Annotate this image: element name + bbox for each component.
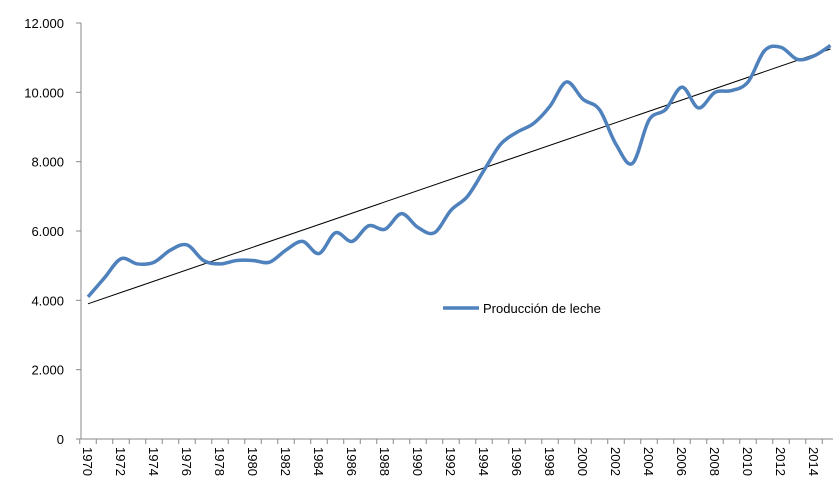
x-tick-label: 2012: [773, 447, 788, 476]
x-tick-label: 1974: [146, 447, 161, 476]
x-tick-label: 2008: [707, 447, 722, 476]
x-tick-label: 2006: [674, 447, 689, 476]
x-tick-label: 1980: [245, 447, 260, 476]
x-tick-label: 1996: [509, 447, 524, 476]
x-tick-label: 1972: [113, 447, 128, 476]
x-tick-label: 2010: [740, 447, 755, 476]
y-tick-label: 6.000: [31, 224, 64, 239]
x-tick-label: 1970: [80, 447, 95, 476]
y-tick-label: 8.000: [31, 155, 64, 170]
trendline: [87, 48, 831, 305]
y-tick-label: 10.000: [24, 85, 64, 100]
x-tick-label: 1990: [410, 447, 425, 476]
x-tick-label: 1982: [278, 447, 293, 476]
x-tick-label: 2014: [806, 447, 821, 476]
x-tick-label: 1978: [212, 447, 227, 476]
legend-label: Producción de leche: [483, 301, 601, 316]
x-tick-label: 1986: [344, 447, 359, 476]
y-tick-label: 2.000: [31, 363, 64, 378]
series-line: [86, 44, 832, 299]
x-tick-label: 2002: [608, 447, 623, 476]
x-tick-label: 1992: [443, 447, 458, 476]
x-tick-label: 2004: [641, 447, 656, 476]
x-tick-label: 1998: [542, 447, 557, 476]
y-tick-label: 12.000: [24, 16, 64, 31]
x-tick-label: 1994: [476, 447, 491, 476]
x-tick-label: 1988: [377, 447, 392, 476]
x-tick-label: 1984: [311, 447, 326, 476]
y-tick-label: 0: [57, 432, 64, 447]
x-tick-label: 1976: [179, 447, 194, 476]
x-tick-label: 2000: [575, 447, 590, 476]
y-tick-label: 4.000: [31, 293, 64, 308]
